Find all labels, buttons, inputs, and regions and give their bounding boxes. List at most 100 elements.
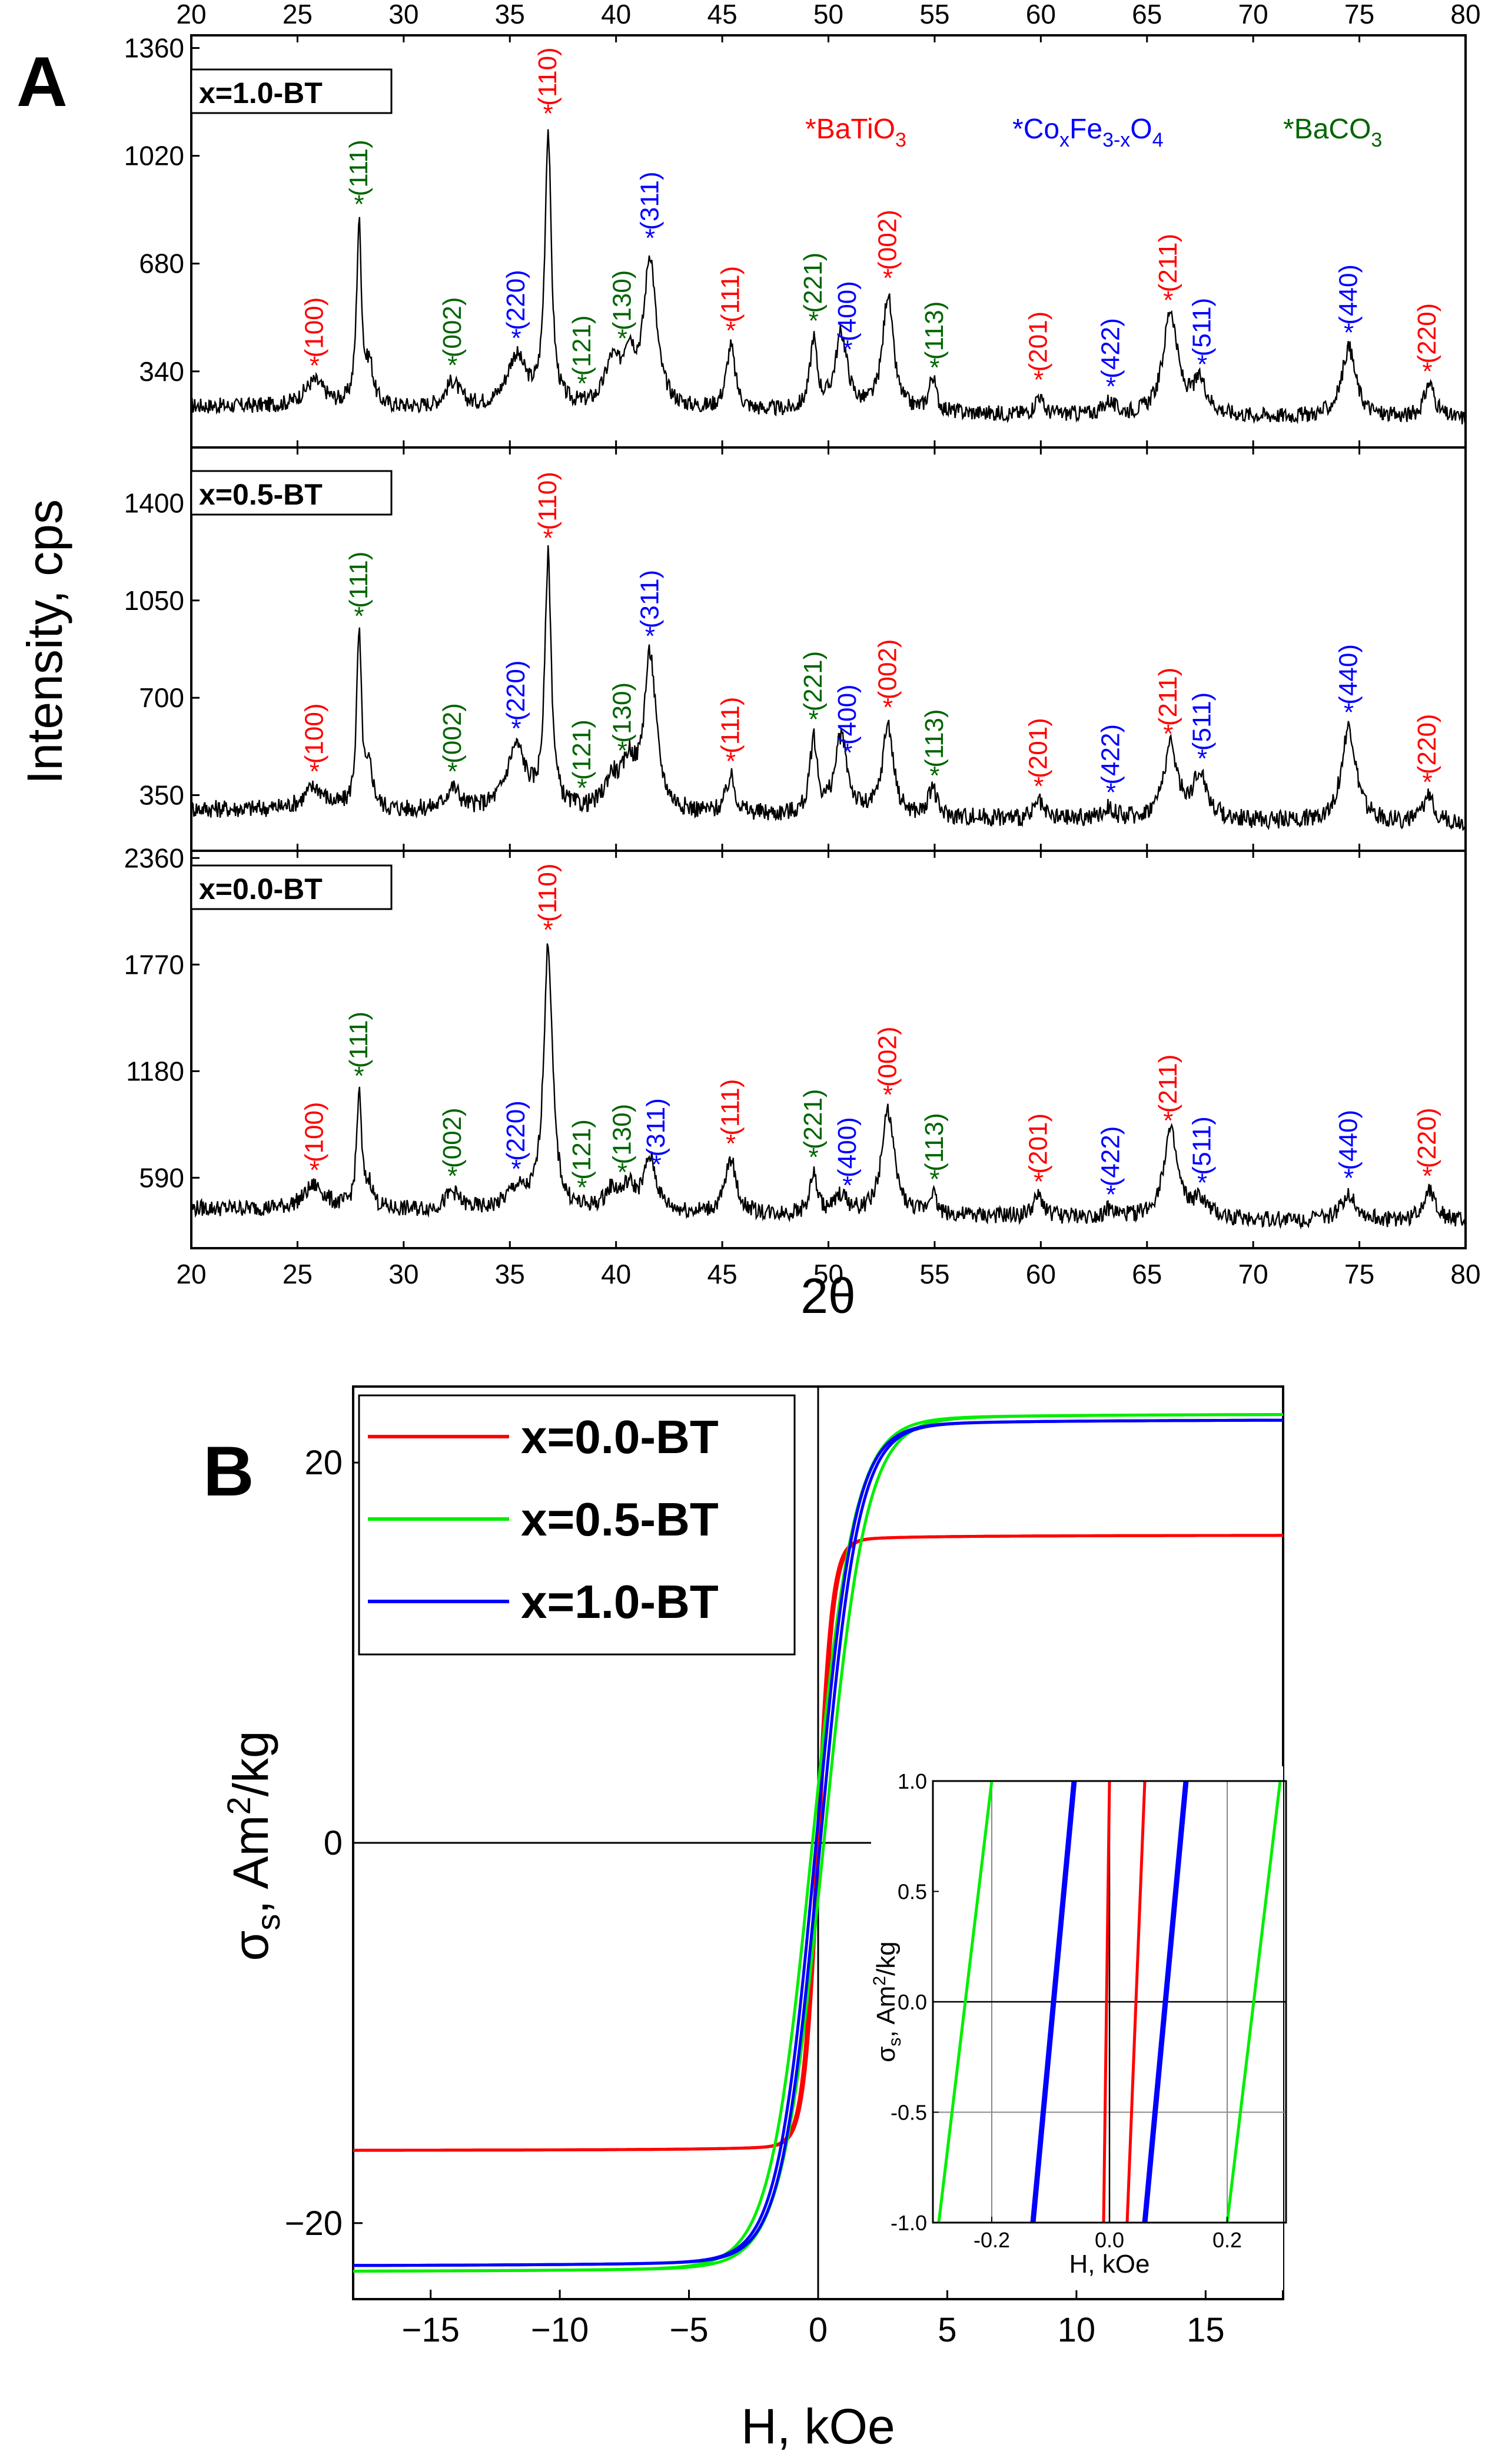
peak-hkl-label: (002): [873, 210, 902, 270]
peak-annotation: *(440): [1334, 644, 1363, 727]
peak-star: *: [1034, 1168, 1044, 1196]
sample-box-2: [190, 470, 393, 516]
inset-line-x=0.5-BT: [1225, 1780, 1282, 2223]
peak-star: *: [511, 1155, 521, 1183]
x-tick-label-top: 30: [388, 0, 418, 29]
x-tick-label-top: 20: [176, 0, 206, 29]
peak-annotation: *(311): [635, 171, 664, 252]
x-tick-label-top: 70: [1238, 0, 1268, 29]
peak-star: *: [1163, 1106, 1173, 1135]
peak-annotation: *(511): [1188, 1116, 1217, 1197]
peak-hkl-label: (221): [799, 651, 828, 712]
legend-label-x=0.5-BT: x=0.5-BT: [521, 1493, 719, 1546]
peak-star: *: [1106, 1180, 1116, 1209]
peak-hkl-label: (130): [607, 1104, 636, 1165]
peak-star: *: [577, 774, 587, 802]
peak-hkl-label: (130): [607, 270, 636, 331]
x-tick-label: 0: [809, 2311, 828, 2349]
inset-y-title-end: /kg: [872, 1941, 901, 1976]
x-tick-label-top: 80: [1450, 0, 1480, 29]
x-tick-label-top: 45: [707, 0, 737, 29]
peak-annotation: *(111): [716, 266, 745, 345]
peak-annotation: *(113): [920, 301, 949, 382]
peak-hkl-label: (201): [1024, 1113, 1053, 1174]
peak-hkl-label: (113): [920, 301, 949, 360]
peak-hkl-label: (211): [1154, 1054, 1182, 1113]
legend-label-x=1.0-BT: x=1.0-BT: [521, 1576, 719, 1628]
peak-hkl-label: (110): [533, 864, 562, 922]
peak-star: *: [1197, 744, 1207, 773]
peak-annotation: *(111): [716, 697, 745, 776]
y-tick-label: 1360: [124, 33, 184, 64]
peak-hkl-label: (110): [533, 47, 562, 105]
peak-hkl-label: (201): [1024, 718, 1053, 778]
legend-cofe-tail2: O: [1130, 114, 1152, 145]
peak-star: *: [726, 316, 736, 345]
x-tick-label-bottom: 65: [1132, 1259, 1162, 1289]
peak-star: *: [842, 335, 852, 364]
peak-hkl-label: (121): [567, 1119, 596, 1180]
xrd-axes: 20 20 25 25 30 30 35 35 40 40 45 45 50 50 55 55 60 60 65 65…: [124, 0, 1481, 1289]
peak-hkl-label: (111): [716, 266, 745, 323]
peak-star: *: [883, 693, 893, 722]
y-tick-label: 350: [139, 780, 184, 811]
y-tick-label: 1180: [126, 1056, 184, 1086]
legend-cofe-star: *: [1012, 114, 1024, 145]
peak-hkl-label: (100): [300, 1102, 328, 1162]
xrd-plot-frame: [190, 34, 1467, 1249]
inset-line-x=0.0-BT: [1102, 1780, 1111, 2223]
peak-hkl-label: (211): [1154, 668, 1182, 726]
peak-hkl-label: (221): [799, 1089, 828, 1149]
x-tick-label: −10: [531, 2311, 589, 2349]
peak-annotation: *(121): [567, 315, 596, 398]
x-tick-label-bottom: 40: [601, 1259, 631, 1289]
peak-hkl-label: (110): [533, 472, 562, 530]
peak-star: *: [543, 916, 553, 944]
peak-star: *: [1163, 286, 1173, 314]
xrd-pattern-x=0.5-BT: [190, 545, 1466, 831]
xrd-annotations: *(100)*(111)*(002) *(220)*(110)*(121) *(13…: [300, 47, 1441, 1209]
peak-star: *: [354, 1062, 364, 1090]
peak-hkl-label: (511): [1188, 1116, 1217, 1175]
peak-annotation: *(130): [607, 270, 636, 353]
peak-annotation: *(100): [300, 297, 328, 380]
peak-star: *: [447, 757, 457, 786]
peak-annotation: *(400): [833, 684, 862, 767]
peak-hkl-label: (211): [1154, 234, 1182, 292]
inset-x-title: H, kOe: [1069, 2250, 1150, 2279]
peak-star: *: [809, 1143, 819, 1172]
peak-annotation: *(220): [1413, 1107, 1441, 1190]
peak-annotation: *(511): [1188, 692, 1217, 773]
peak-annotation: *(220): [501, 660, 530, 743]
peak-hkl-label: (220): [1413, 714, 1441, 774]
peak-star: *: [1106, 778, 1116, 807]
inset-x-tick-label: 0.2: [1212, 2228, 1242, 2252]
peak-star: *: [883, 264, 893, 293]
peak-annotation: *(110): [533, 472, 562, 552]
peak-annotation: *(220): [1413, 714, 1441, 797]
xrd-pattern-x=1.0-BT: [191, 129, 1467, 425]
inset-plot: -0.2 0.0 0.2 -1.0 -0.5 0.0 0.5 1.0 H, kOe σs, A…: [870, 1766, 1287, 2290]
peak-hkl-label: (511): [1188, 298, 1217, 356]
sample-box-3: [190, 864, 393, 910]
peak-annotation: *(130): [607, 682, 636, 765]
xrd-pattern-x=0.0-BT: [190, 943, 1467, 1230]
panel-label-a: A: [16, 42, 68, 121]
peak-annotation: *(440): [1334, 1110, 1363, 1193]
x-tick-label-bottom: 35: [495, 1259, 525, 1289]
y-tick-label: 20: [304, 1444, 343, 1482]
peak-hkl-label: (220): [1413, 303, 1441, 364]
peak-hkl-label: (220): [1413, 1107, 1441, 1168]
hysteresis-branch-x=1.0-BT: [353, 1418, 1283, 2267]
peak-star: *: [726, 1129, 736, 1158]
peak-hkl-label: (511): [1188, 692, 1217, 751]
legend-cofe: *CoxFe3-xO4: [1012, 114, 1164, 151]
peak-hkl-label: (130): [607, 682, 636, 743]
sample-box-1: [190, 68, 393, 114]
peak-star: *: [1422, 357, 1432, 386]
legend-label-x=0.0-BT: x=0.0-BT: [521, 1411, 719, 1463]
legend-batio3-main: BaTiO: [816, 114, 895, 145]
peak-annotation: *(201): [1024, 718, 1053, 801]
hysteresis-branch-x=0.5-BT: [353, 1413, 1283, 2273]
peak-star: *: [1106, 372, 1116, 401]
